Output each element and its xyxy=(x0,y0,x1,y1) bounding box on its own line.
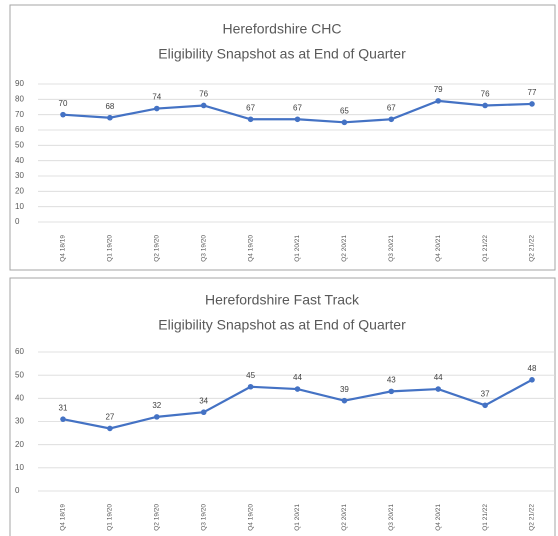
chart-title: Herefordshire CHC xyxy=(222,21,341,37)
data-label: 70 xyxy=(59,99,68,108)
x-tick-label: Q2 20/21 xyxy=(341,235,348,262)
chart-subtitle: Eligibility Snapshot as at End of Quarte… xyxy=(158,317,406,333)
marker xyxy=(107,425,113,432)
x-tick-label: Q3 19/20 xyxy=(200,235,207,262)
y-tick-label: 70 xyxy=(15,110,24,119)
data-label: 67 xyxy=(387,103,396,112)
marker xyxy=(200,102,207,109)
x-tick-label: Q4 19/20 xyxy=(247,504,254,531)
x-tick-label: Q2 19/20 xyxy=(154,235,161,262)
marker xyxy=(482,402,488,409)
y-tick-label: 20 xyxy=(15,186,24,195)
data-label: 43 xyxy=(387,375,396,384)
data-label: 48 xyxy=(528,364,537,373)
data-label: 32 xyxy=(152,401,161,410)
y-tick-label: 60 xyxy=(15,347,24,356)
data-label: 27 xyxy=(105,413,114,422)
chart-subtitle: Eligibility Snapshot as at End of Quarte… xyxy=(158,46,406,62)
marker xyxy=(154,105,160,112)
marker xyxy=(200,409,207,416)
x-tick-label: Q4 19/20 xyxy=(247,235,254,262)
x-tick-label: Q1 21/22 xyxy=(482,235,489,262)
marker xyxy=(341,397,348,404)
marker xyxy=(247,116,254,123)
marker xyxy=(60,111,66,118)
y-tick-label: 80 xyxy=(15,94,24,103)
data-label: 65 xyxy=(340,106,349,115)
x-tick-label: Q4 18/19 xyxy=(60,504,67,531)
chart-frame xyxy=(9,277,556,536)
y-tick-label: 0 xyxy=(15,217,20,226)
data-label: 68 xyxy=(105,102,114,111)
marker xyxy=(154,414,160,420)
marker xyxy=(294,386,301,392)
data-label: 37 xyxy=(481,389,490,398)
marker xyxy=(294,116,301,123)
x-tick-label: Q1 20/21 xyxy=(294,235,301,262)
data-label: 45 xyxy=(246,371,255,380)
data-label: 31 xyxy=(59,403,68,412)
data-label: 76 xyxy=(199,90,208,99)
marker xyxy=(107,114,113,121)
data-label: 34 xyxy=(199,396,208,405)
marker xyxy=(482,102,488,109)
marker xyxy=(247,383,254,390)
y-tick-label: 30 xyxy=(15,171,24,180)
data-label: 67 xyxy=(246,103,255,112)
x-tick-label: Q4 20/21 xyxy=(435,235,442,262)
marker xyxy=(60,416,66,422)
x-tick-label: Q2 20/21 xyxy=(341,504,348,531)
y-tick-label: 50 xyxy=(15,370,24,379)
marker xyxy=(529,101,535,107)
x-tick-label: Q1 20/21 xyxy=(294,504,301,531)
data-label: 44 xyxy=(293,373,302,382)
y-tick-label: 30 xyxy=(15,417,24,426)
data-label: 76 xyxy=(481,90,490,99)
y-tick-label: 10 xyxy=(15,463,24,472)
x-tick-label: Q3 20/21 xyxy=(388,504,395,531)
x-tick-label: Q3 20/21 xyxy=(388,235,395,262)
y-tick-label: 50 xyxy=(15,140,24,149)
data-label: 44 xyxy=(434,373,443,382)
data-label: 79 xyxy=(434,85,443,94)
marker xyxy=(435,98,442,104)
x-tick-label: Q1 19/20 xyxy=(107,235,114,262)
marker xyxy=(529,377,535,383)
x-tick-label: Q4 20/21 xyxy=(435,504,442,531)
data-label: 77 xyxy=(528,88,537,97)
y-tick-label: 20 xyxy=(15,440,24,449)
data-label: 74 xyxy=(152,93,161,102)
marker xyxy=(435,386,442,392)
y-tick-label: 40 xyxy=(15,393,24,402)
x-tick-label: Q4 18/19 xyxy=(60,235,67,262)
x-tick-label: Q2 21/22 xyxy=(529,504,536,531)
y-tick-label: 60 xyxy=(15,125,24,134)
y-tick-label: 10 xyxy=(15,202,24,211)
x-tick-label: Q3 19/20 xyxy=(200,504,207,531)
y-tick-label: 90 xyxy=(15,79,24,88)
chart-title: Herefordshire Fast Track xyxy=(205,292,360,308)
chart: Herefordshire Fast Track Eligibility Snap… xyxy=(9,277,556,536)
marker xyxy=(388,116,395,123)
marker xyxy=(388,388,395,395)
data-label: 39 xyxy=(340,385,349,394)
x-tick-label: Q1 21/22 xyxy=(482,504,489,531)
data-label: 67 xyxy=(293,103,302,112)
marker xyxy=(341,119,348,126)
chart: Herefordshire CHC Eligibility Snapshot as… xyxy=(9,4,556,271)
chart-frame xyxy=(9,4,556,271)
x-tick-label: Q2 21/22 xyxy=(529,235,536,262)
x-tick-label: Q1 19/20 xyxy=(107,504,114,531)
y-tick-label: 0 xyxy=(15,486,20,495)
x-tick-label: Q2 19/20 xyxy=(154,504,161,531)
y-tick-label: 40 xyxy=(15,156,24,165)
